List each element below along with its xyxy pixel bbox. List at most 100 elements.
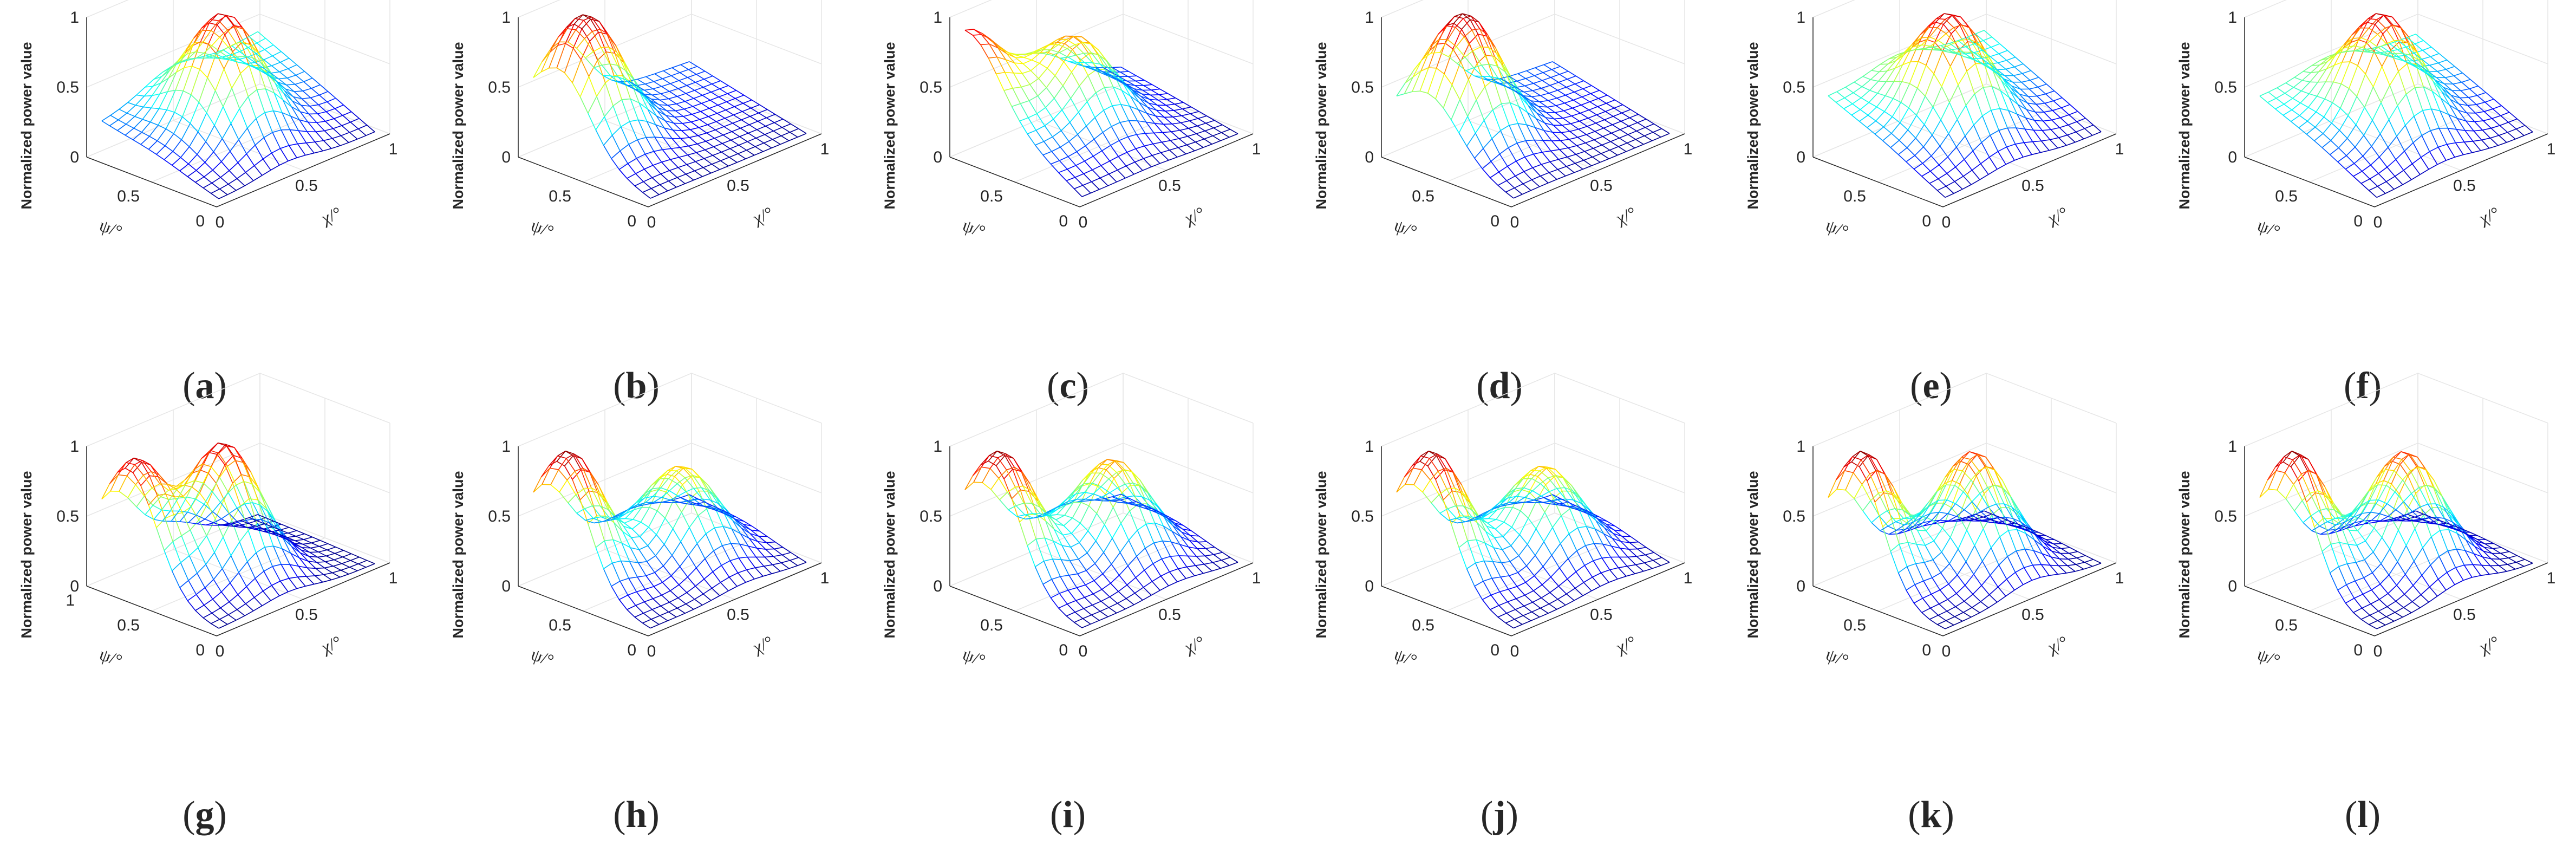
mesh-segment [182,512,191,530]
mesh-segment [660,93,669,100]
mesh-segment [169,489,178,500]
mesh-segment [174,496,183,513]
mesh-segment [781,132,790,136]
mesh-segment [1965,53,1973,59]
mesh-segment [575,471,584,490]
mesh-segment [1136,80,1145,82]
mesh-segment [2299,107,2309,116]
mesh-segment [1966,63,1976,72]
mesh-segment [1147,107,1157,111]
mesh-segment [772,139,781,145]
mesh-segment [634,185,643,193]
mesh-segment [1490,171,1499,178]
mesh-segment [1563,110,1572,116]
mesh-segment [2014,66,2023,74]
mesh-segment [1446,25,1456,28]
mesh-segment [260,505,270,523]
x-tick-label: 0 [216,213,225,231]
mesh-segment [2434,79,2443,89]
mesh-segment [682,123,691,130]
mesh-segment [1930,40,1939,47]
mesh-segment [2389,43,2398,50]
mesh-segment [660,602,670,607]
mesh-segment [693,487,702,489]
mesh-segment [632,507,642,520]
mesh-segment [1463,18,1472,30]
mesh-segment [738,569,747,574]
mesh-segment [1452,48,1462,62]
mesh-segment [1054,61,1065,76]
mesh-segment [2323,122,2332,134]
mesh-segment [1921,36,1930,46]
mesh-segment [181,123,191,140]
mesh-segment [2381,102,2390,120]
mesh-segment [341,121,351,126]
mesh-segment [1550,77,1559,83]
z-axis-label: Normalized power value [18,471,35,638]
mesh-segment [1447,39,1457,47]
mesh-segment [1539,101,1548,108]
mesh-segment [654,582,663,587]
mesh-segment [119,108,127,114]
y-tick-label: 0.5 [117,616,140,634]
mesh-segment [185,42,195,51]
mesh-segment [1195,141,1204,148]
mesh-segment [2355,147,2364,157]
mesh-segment [179,580,189,588]
mesh-segment [199,69,208,78]
mesh-segment [772,564,781,572]
mesh-segment [1092,62,1100,65]
mesh-segment [1090,620,1100,625]
mesh-segment [1054,85,1064,99]
mesh-segment [1890,147,1899,155]
mesh-segment [712,155,721,161]
mesh-segment [728,577,738,587]
mesh-segment [964,29,973,36]
mesh-segment [624,61,633,76]
mesh-segment [989,38,999,48]
y-tick-label: 0.5 [1412,187,1434,205]
x-axis-line [1079,562,1254,636]
mesh-segment [1913,162,1923,170]
mesh-segment [2490,125,2500,129]
mesh-segment [684,474,693,478]
mesh-segment [1901,81,1910,84]
x-tick-label: 0.5 [1158,177,1181,195]
mesh-segment [2053,100,2062,108]
mesh-segment [1537,109,1546,118]
box-grid [86,373,390,636]
mesh-segment [212,511,222,519]
mesh-segment [306,576,315,584]
mesh-segment [324,130,333,139]
grid-line [583,108,757,183]
mesh-segment [2025,118,2034,131]
mesh-segment [2435,80,2444,88]
mesh-segment [2418,59,2427,68]
mesh-segment [1509,102,1518,124]
mesh-segment [1637,122,1646,128]
mesh-segment [269,522,277,529]
mesh-segment [612,560,621,564]
mesh-segment [738,557,747,570]
mesh-segment [1634,144,1644,148]
mesh-segment [1526,124,1535,140]
mesh-segment [1560,139,1569,141]
mesh-segment [1036,107,1046,114]
mesh-segment [2438,128,2448,145]
mesh-segment [1879,63,1888,73]
mesh-segment [1062,72,1072,86]
mesh-segment [1941,66,1951,87]
surface-mesh [101,13,375,199]
mesh-segment [1405,76,1413,83]
mesh-segment [2437,71,2445,78]
mesh-segment [188,132,199,147]
mesh-segment [1582,85,1592,89]
mesh-segment [670,590,679,599]
mesh-segment [143,474,153,489]
mesh-segment [1974,40,1984,44]
mesh-segment [1516,142,1525,158]
mesh-segment [310,97,319,105]
mesh-segment [716,109,726,114]
mesh-segment [2398,42,2408,64]
mesh-segment [2043,112,2052,121]
